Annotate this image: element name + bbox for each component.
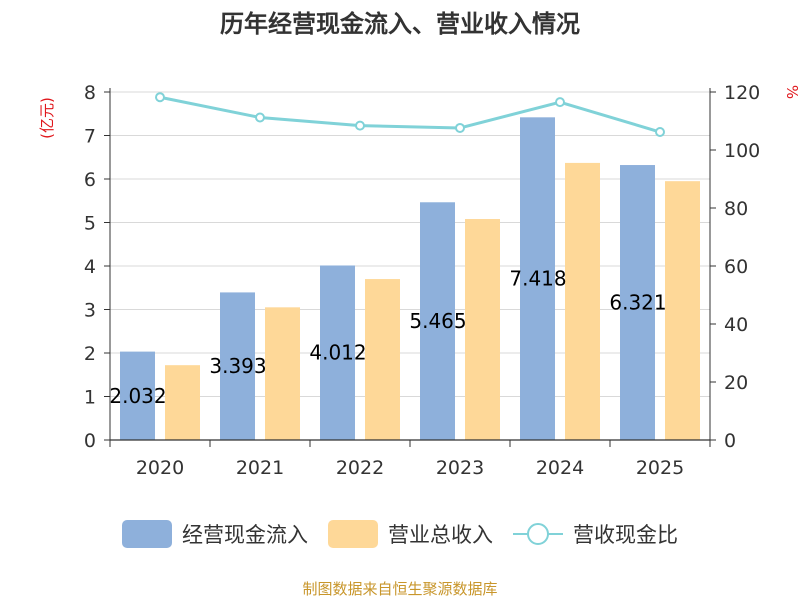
data-label-cash-inflow: 4.012 (309, 341, 366, 365)
ratio-point (655, 127, 665, 138)
grid-lines (110, 91, 710, 397)
bar-cash-inflow (520, 117, 555, 440)
bar-series (120, 117, 700, 441)
ratio-line (159, 95, 661, 134)
bar-cash-inflow (320, 265, 355, 440)
y-left-tick-label: 5 (84, 213, 96, 235)
legend-marker-icon (527, 523, 549, 545)
chart-title: 历年经营现金流入、营业收入情况 (220, 10, 580, 38)
y-left-tick-label: 7 (84, 126, 96, 148)
x-tick-label: 2023 (436, 457, 484, 479)
legend-item-ratio[interactable]: 营收现金比 (513, 519, 678, 549)
y-left-tick-label: 6 (84, 169, 96, 191)
legend-swatch-ratio (513, 523, 563, 545)
x-tick-label: 2022 (336, 457, 384, 479)
y-right-tick-label: 60 (724, 256, 748, 278)
ratio-point (355, 120, 365, 131)
bar-cash-inflow (120, 351, 155, 440)
bar-revenue (665, 181, 700, 441)
legend-item-revenue[interactable]: 营业总收入 (328, 519, 493, 549)
y-left-tick-label: 3 (84, 300, 96, 322)
y-left-unit-label: (亿元) (38, 97, 56, 139)
y-right-tick-label: 40 (724, 314, 748, 336)
ratio-point (455, 122, 465, 133)
legend-swatch-revenue (328, 520, 378, 548)
x-tick-label: 2020 (136, 457, 184, 479)
legend-label-cash-inflow: 经营现金流入 (182, 523, 308, 547)
bar-revenue (165, 365, 200, 440)
data-label-cash-inflow: 2.032 (109, 384, 166, 408)
legend: 经营现金流入 营业总收入 营收现金比 (0, 516, 800, 552)
legend-item-cash-inflow[interactable]: 经营现金流入 (122, 519, 308, 549)
bar-cash-inflow (420, 202, 455, 440)
x-tick-label: 2025 (636, 457, 684, 479)
bar-revenue (465, 219, 500, 440)
data-labels: 2.032 3.393 4.012 5.465 7.418 6.321 (109, 267, 666, 408)
bar-cash-inflow (220, 292, 255, 440)
ratio-point (555, 97, 565, 108)
data-label-cash-inflow: 6.321 (609, 291, 666, 315)
legend-label-revenue: 营业总收入 (388, 523, 493, 547)
ratio-point (255, 112, 265, 123)
data-label-cash-inflow: 7.418 (509, 267, 566, 291)
y-right-tick-label: 100 (724, 140, 760, 162)
legend-swatch-cash-inflow (122, 520, 172, 548)
y-right-unit-label: % (783, 85, 800, 99)
y-right-tick-label: 120 (724, 82, 760, 104)
ratio-point (155, 92, 165, 103)
bar-revenue (265, 307, 300, 440)
y-left-tick-label: 4 (84, 256, 96, 278)
y-left-tick-label: 1 (84, 387, 96, 409)
y-left-tick-label: 8 (84, 82, 96, 104)
data-label-cash-inflow: 3.393 (209, 354, 266, 378)
y-left-tick-label: 0 (84, 430, 96, 452)
x-tick-label: 2024 (536, 457, 584, 479)
bar-cash-inflow (620, 165, 655, 440)
x-tick-label: 2021 (236, 457, 284, 479)
data-label-cash-inflow: 5.465 (409, 309, 466, 333)
line-series (155, 92, 665, 138)
y-right-tick-label: 20 (724, 372, 748, 394)
bar-revenue (565, 162, 600, 440)
y-right-tick-label: 0 (724, 430, 736, 452)
y-right-tick-label: 80 (724, 198, 748, 220)
legend-label-ratio: 营收现金比 (573, 523, 678, 547)
bar-revenue (365, 279, 400, 440)
source-note: 制图数据来自恒生聚源数据库 (302, 580, 498, 598)
y-left-tick-label: 2 (84, 343, 96, 365)
